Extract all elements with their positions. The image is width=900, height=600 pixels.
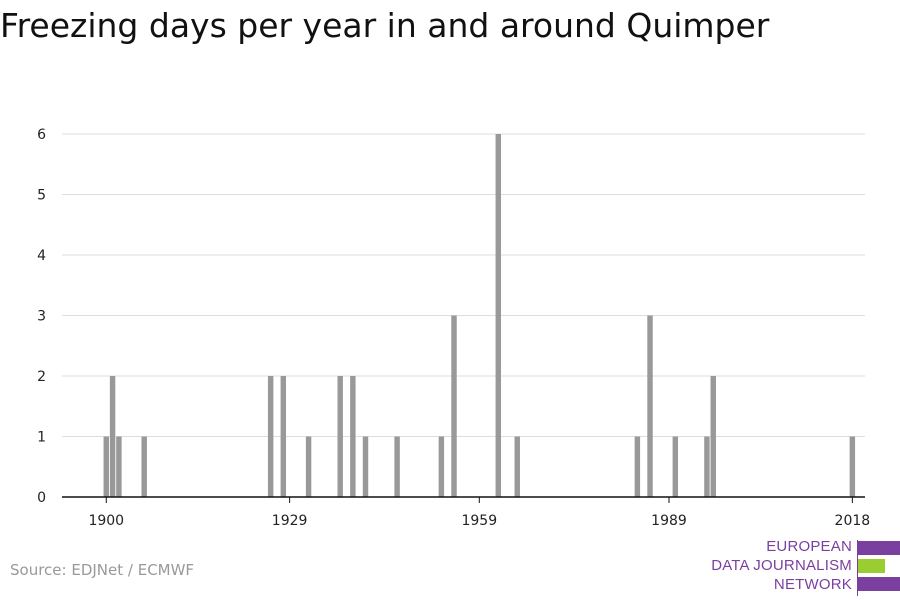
bar-1901 — [109, 376, 116, 497]
logo-rule — [857, 540, 858, 596]
bar-1962 — [495, 134, 501, 497]
logo-bar-purple-top — [858, 541, 900, 555]
bar-1926 — [267, 376, 274, 497]
y-tick-label-0: 0 — [37, 490, 46, 506]
bar-1965 — [514, 436, 520, 497]
y-axis-ticks: 0 1 2 3 4 5 6 — [37, 127, 46, 506]
gridlines — [62, 133, 865, 437]
logo-bar-green — [858, 559, 885, 573]
y-tick-label-5: 5 — [37, 188, 46, 204]
bar-1990 — [672, 436, 679, 497]
source-note: Source: EDJNet / ECMWF — [10, 561, 195, 579]
y-tick-label-6: 6 — [37, 127, 46, 143]
bar-chart: 1900 1929 1959 1989 2018 0 1 2 3 4 5 6 — [37, 127, 870, 529]
bar-1953 — [438, 436, 445, 497]
logo-line-3: NETWORK — [773, 576, 852, 593]
x-tick-label-1929: 1929 — [272, 513, 308, 529]
x-tick-label-1959: 1959 — [461, 513, 497, 529]
logo-line-1: EUROPEAN — [766, 538, 852, 555]
bar-1900 — [103, 436, 109, 497]
bar-1984 — [634, 436, 641, 497]
y-tick-label-3: 3 — [37, 309, 46, 325]
bar-1928 — [280, 376, 287, 497]
bar-2018 — [849, 436, 856, 497]
edjnet-logo: EUROPEAN DATA JOURNALISM NETWORK — [705, 538, 900, 598]
bars — [103, 134, 856, 497]
chart-title: Freezing days per year in and around Qui… — [0, 6, 770, 45]
bar-1946 — [394, 436, 400, 497]
bar-1955 — [451, 315, 457, 497]
logo-line-2: DATA JOURNALISM — [711, 557, 852, 574]
bar-1932 — [305, 436, 312, 497]
y-tick-label-1: 1 — [37, 430, 46, 446]
bar-1939 — [350, 376, 356, 497]
bar-1937 — [337, 376, 343, 497]
y-tick-label-2: 2 — [37, 369, 46, 385]
x-axis-ticks: 1900 1929 1959 1989 2018 — [88, 497, 870, 529]
bar-1986 — [647, 315, 653, 497]
bar-1906 — [141, 436, 147, 497]
bar-1941 — [362, 436, 369, 497]
bar-1902 — [116, 436, 122, 497]
x-tick-label-1900: 1900 — [88, 513, 124, 529]
x-tick-label-1989: 1989 — [651, 513, 687, 529]
y-tick-label-4: 4 — [37, 248, 46, 264]
x-tick-label-2018: 2018 — [835, 513, 871, 529]
bar-1996 — [710, 376, 716, 497]
logo-bar-purple-bottom — [858, 577, 900, 591]
bar-1995 — [704, 436, 710, 497]
